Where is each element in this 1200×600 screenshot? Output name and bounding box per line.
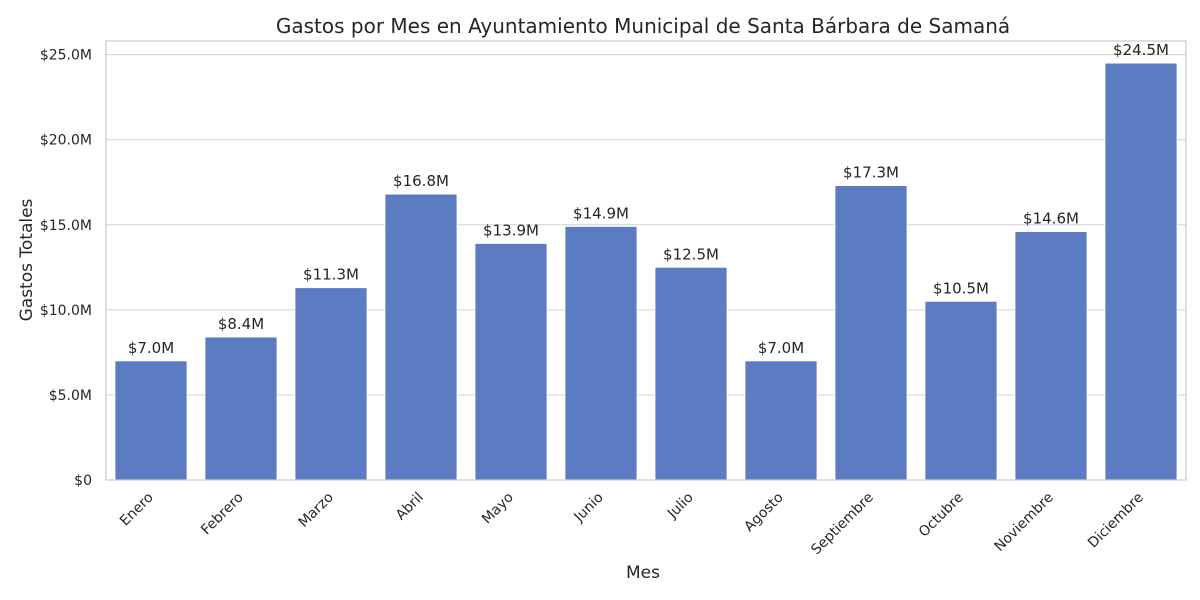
x-tick-label: Enero xyxy=(117,490,157,530)
bar-febrero xyxy=(204,336,278,481)
y-tick-label: $10.0M xyxy=(40,303,92,319)
bar-marzo xyxy=(294,287,368,481)
y-tick-label: $15.0M xyxy=(40,218,92,234)
data-label: $7.0M xyxy=(758,339,804,357)
data-label-layer: $7.0M $8.4M $11.3M $16.8M $13.9M $14.9M $12.5M… xyxy=(128,41,1169,357)
x-tick-label: Marzo xyxy=(296,490,337,531)
x-tick-label: Septiembre xyxy=(808,490,877,559)
x-tick-label: Febrero xyxy=(198,490,247,539)
data-label: $13.9M xyxy=(483,221,539,239)
bar-julio xyxy=(654,266,728,481)
bar-abril xyxy=(384,193,458,481)
data-label: $17.3M xyxy=(843,164,899,182)
bar-junio xyxy=(564,226,638,481)
data-label: $7.0M xyxy=(128,339,174,357)
x-tick-label: Noviembre xyxy=(991,490,1056,555)
bar-septiembre xyxy=(834,185,908,481)
x-tick-label: Abril xyxy=(393,490,427,524)
y-tick-layer: $0 $5.0M $10.0M $15.0M $20.0M $25.0M xyxy=(40,48,92,489)
data-label: $8.4M xyxy=(218,315,264,333)
y-tick-label: $25.0M xyxy=(40,48,92,64)
x-tick-label: Octubre xyxy=(916,490,967,541)
y-tick-label: $0 xyxy=(74,473,92,489)
x-tick-label: Agosto xyxy=(741,490,787,536)
x-tick-label: Junio xyxy=(571,490,607,526)
data-label: $14.9M xyxy=(573,204,629,222)
x-tick-layer: Enero Febrero Marzo Abril Mayo Junio Julio Agos… xyxy=(117,490,1147,559)
y-tick-label: $20.0M xyxy=(40,133,92,149)
x-tick-label: Julio xyxy=(664,490,697,523)
bar-agosto xyxy=(744,360,818,481)
bar-diciembre xyxy=(1104,62,1178,481)
data-label: $14.6M xyxy=(1023,210,1079,228)
x-axis-label: Mes xyxy=(626,563,660,583)
y-axis-label: Gastos Totales xyxy=(17,198,37,321)
bar-noviembre xyxy=(1014,231,1088,481)
plot-frame xyxy=(105,40,1187,481)
data-label: $24.5M xyxy=(1113,41,1169,59)
chart-title: Gastos por Mes en Ayuntamiento Municipal… xyxy=(276,14,1010,38)
bar-enero xyxy=(114,360,188,481)
data-label: $12.5M xyxy=(663,245,719,263)
data-label: $10.5M xyxy=(933,279,989,297)
bar-octubre xyxy=(924,300,998,481)
y-tick-label: $5.0M xyxy=(49,388,92,404)
x-tick-label: Mayo xyxy=(479,490,517,528)
bar-mayo xyxy=(474,243,548,481)
x-tick-label: Diciembre xyxy=(1085,490,1147,552)
data-label: $16.8M xyxy=(393,172,449,190)
bar-layer xyxy=(114,62,1178,481)
data-label: $11.3M xyxy=(303,266,359,284)
